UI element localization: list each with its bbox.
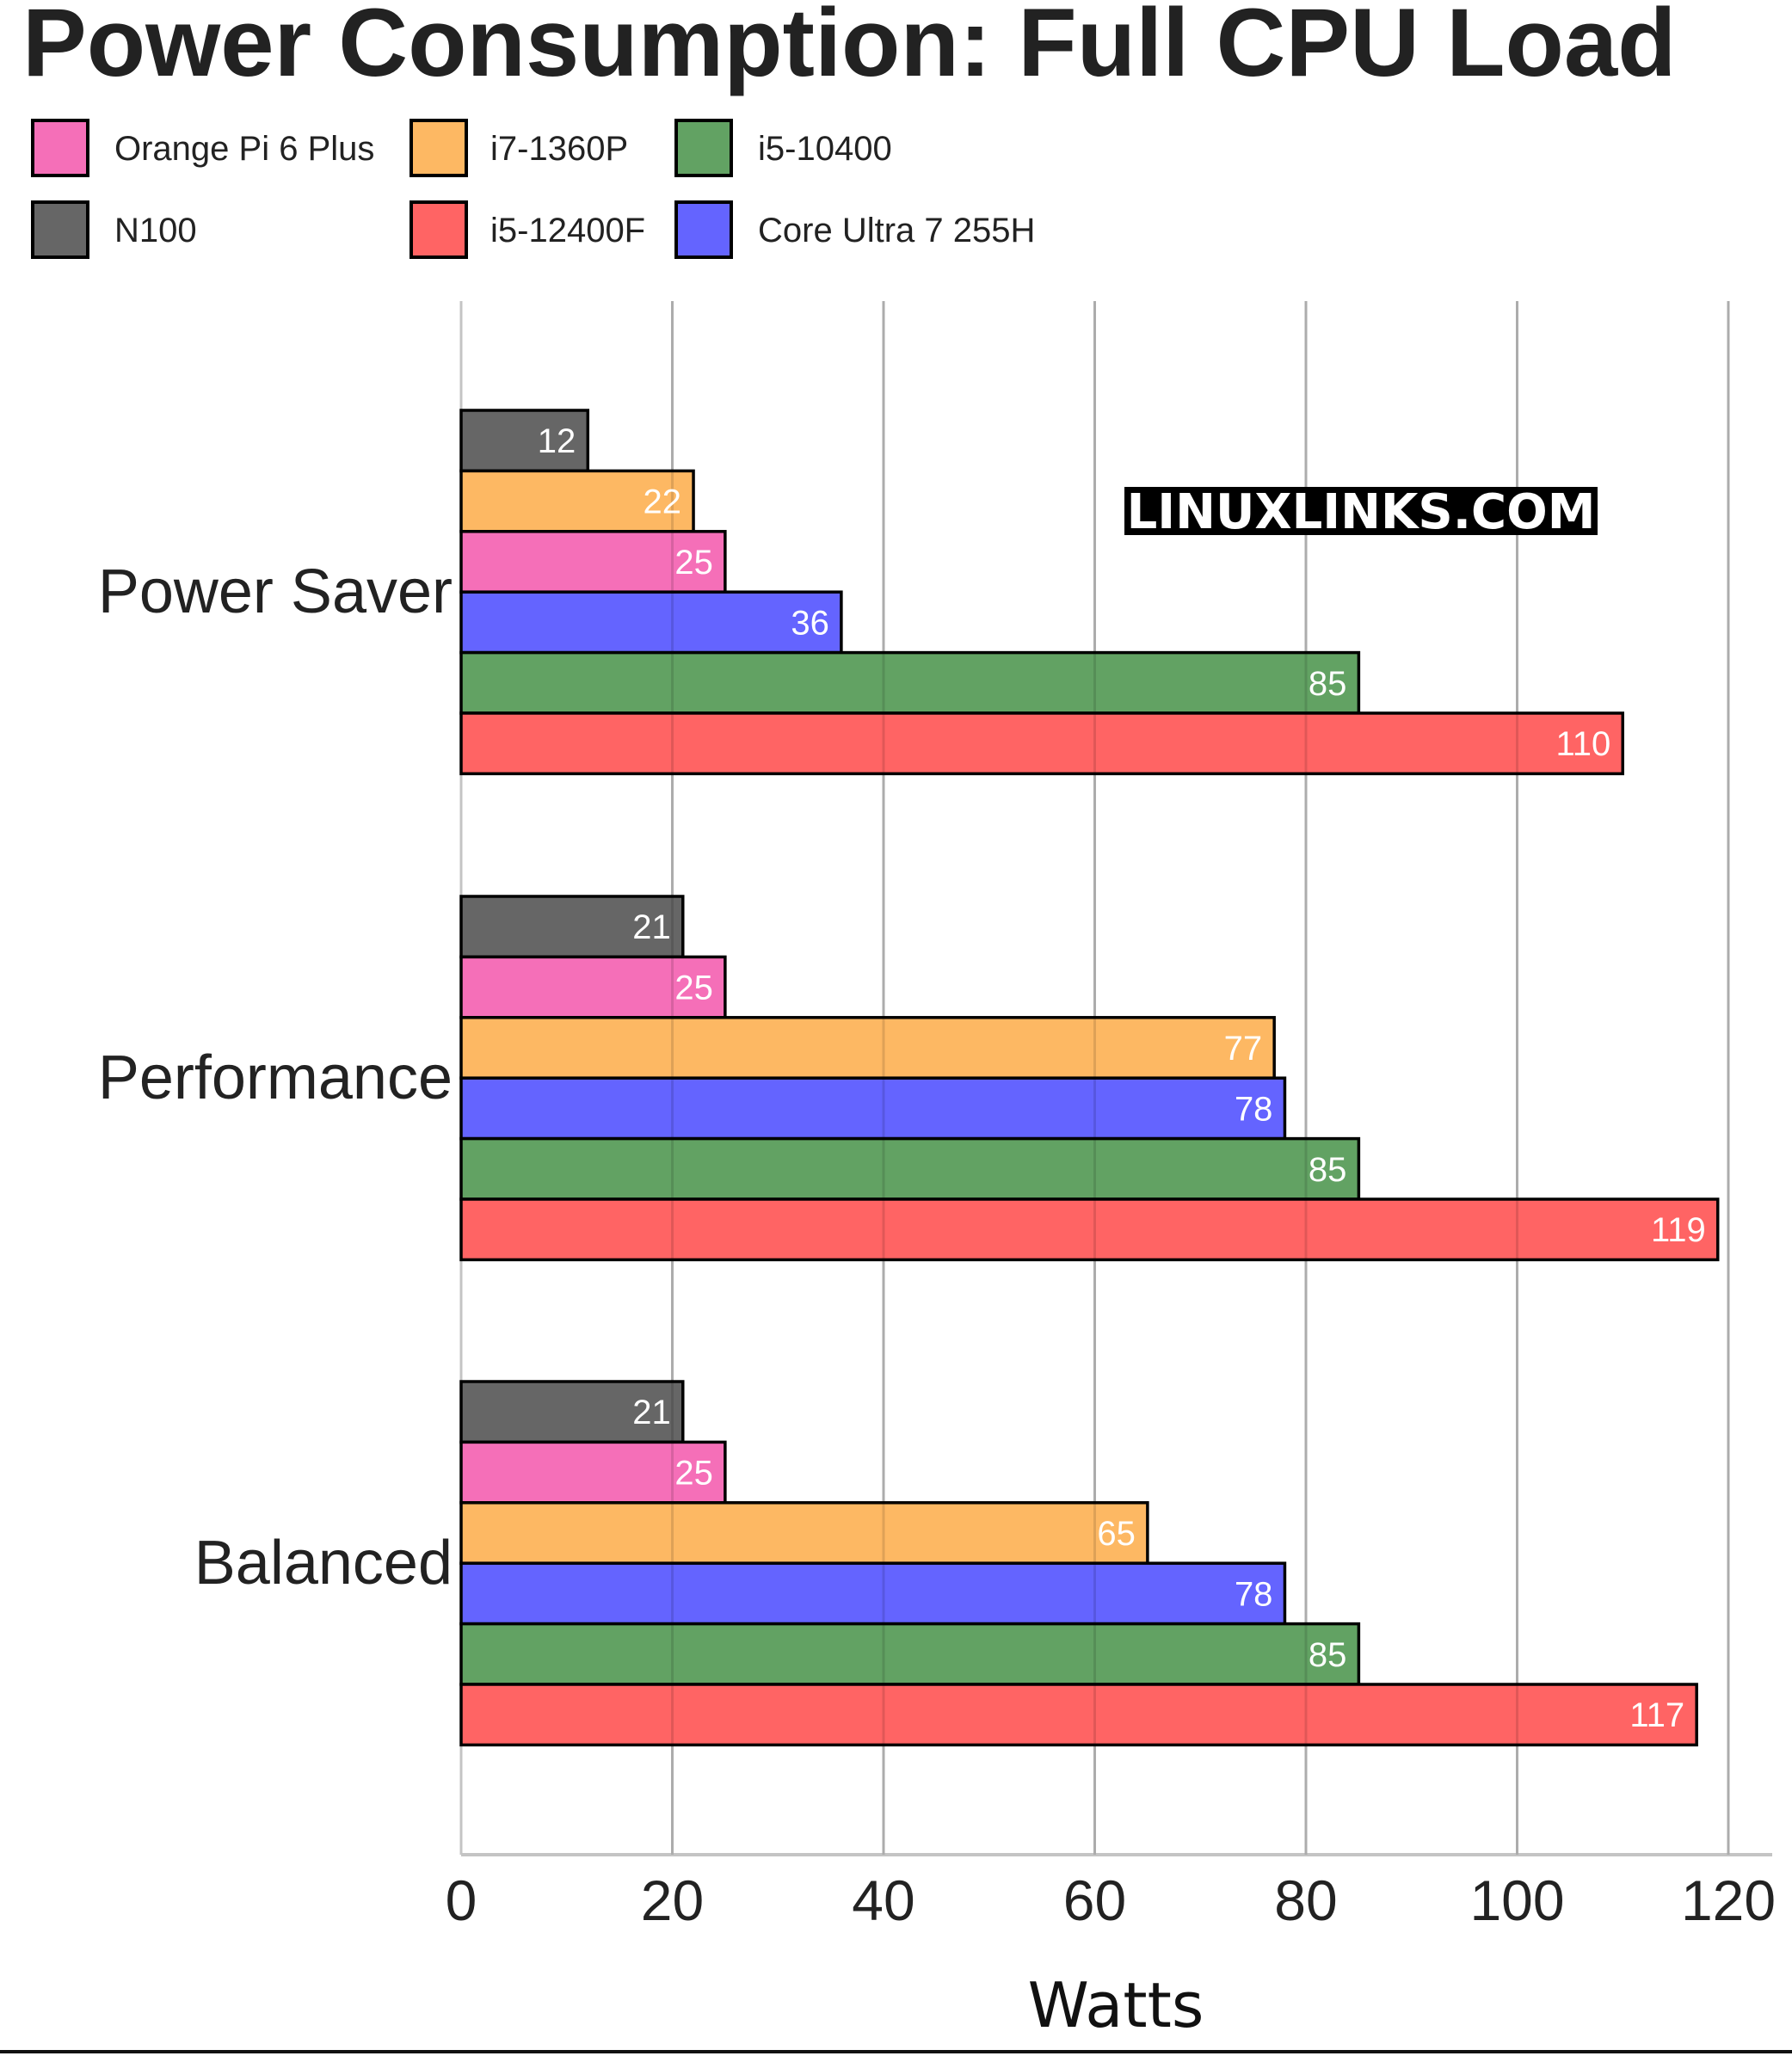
legend-item: i7-1360P — [410, 119, 628, 177]
x-tick-label: 60 — [1063, 1868, 1126, 1932]
chart-title: Power Consumption: Full CPU Load — [22, 0, 1677, 96]
legend-swatch — [31, 200, 89, 259]
bar — [459, 1136, 1361, 1201]
x-tick-label: 100 — [1469, 1868, 1564, 1932]
bar-value-label: 110 — [1555, 725, 1610, 763]
category-label: Performance — [98, 1043, 453, 1112]
bar — [459, 650, 1361, 715]
x-tick-label: 80 — [1274, 1868, 1337, 1932]
grid-overlay — [671, 301, 1730, 1855]
legend-item: N100 — [31, 200, 197, 259]
legend-label: i7-1360P — [490, 130, 628, 168]
bar — [459, 409, 590, 473]
bottom-border — [0, 2050, 1792, 2053]
legend-swatch — [410, 200, 468, 259]
category-label: Power Saver — [98, 557, 453, 626]
bar-value-label: 25 — [674, 544, 713, 582]
bar-value-label: 21 — [632, 908, 671, 946]
legend-label: N100 — [114, 212, 197, 249]
bar-value-label: 12 — [538, 422, 576, 460]
legend-swatch — [674, 119, 733, 177]
bar-value-label: 85 — [1309, 1151, 1347, 1189]
bar-value-label: 25 — [674, 1455, 713, 1493]
bar-value-label: 117 — [1629, 1696, 1684, 1734]
bar-value-label: 78 — [1235, 1090, 1273, 1128]
legend-swatch — [674, 200, 733, 259]
legend-item: Core Ultra 7 255H — [674, 200, 1035, 259]
legend-label: i5-10400 — [758, 130, 892, 168]
x-axis-label: Watts — [1028, 1969, 1204, 2041]
watermark-text: LINUXLINKS.COM — [1127, 484, 1596, 540]
bar — [459, 1501, 1149, 1565]
bar — [459, 895, 685, 959]
bar — [459, 590, 843, 655]
bar-value-label: 85 — [1309, 1636, 1347, 1674]
legend-label: i5-12400F — [490, 212, 645, 249]
legend-label: Orange Pi 6 Plus — [114, 130, 374, 168]
bar — [459, 1440, 727, 1505]
bar-value-label: 78 — [1235, 1575, 1273, 1613]
legend-swatch — [410, 119, 468, 177]
legend-item: i5-10400 — [674, 119, 892, 177]
bar — [459, 1622, 1361, 1686]
bar-value-label: 85 — [1309, 665, 1347, 703]
bar — [459, 1561, 1287, 1626]
x-tick-labels: 0 20 40 60 80 100 120 — [446, 1868, 1776, 1932]
legend-label: Core Ultra 7 255H — [758, 212, 1035, 249]
bar-value-label: 77 — [1224, 1030, 1263, 1068]
x-tick-label: 0 — [446, 1868, 477, 1932]
category-labels: Power Saver Performance Balanced — [98, 557, 453, 1597]
category-label: Balanced — [194, 1529, 453, 1597]
bars — [459, 409, 1720, 1747]
bar — [459, 1197, 1720, 1262]
bar — [459, 1076, 1287, 1141]
bar — [459, 530, 727, 594]
bar-value-label: 22 — [644, 483, 682, 521]
bar — [459, 1683, 1698, 1747]
bar — [459, 1016, 1276, 1080]
bar-value-label: 25 — [674, 970, 713, 1007]
bar-value-label: 65 — [1097, 1515, 1136, 1553]
bar-value-label: 36 — [791, 604, 829, 642]
x-tick-label: 20 — [641, 1868, 704, 1932]
bar — [459, 711, 1624, 776]
bar — [459, 1380, 685, 1444]
legend-item: Orange Pi 6 Plus — [31, 119, 374, 177]
legend-swatch — [31, 119, 89, 177]
bar-value-label: 119 — [1651, 1211, 1706, 1249]
x-tick-label: 40 — [852, 1868, 914, 1932]
legend: Orange Pi 6 Plus i7-1360P i5-10400 N100 i5-1… — [31, 119, 1035, 259]
x-tick-label: 120 — [1681, 1868, 1776, 1932]
bar-value-label: 21 — [632, 1394, 671, 1431]
watermark: LINUXLINKS.COM — [1124, 484, 1598, 540]
legend-item: i5-12400F — [410, 200, 645, 259]
